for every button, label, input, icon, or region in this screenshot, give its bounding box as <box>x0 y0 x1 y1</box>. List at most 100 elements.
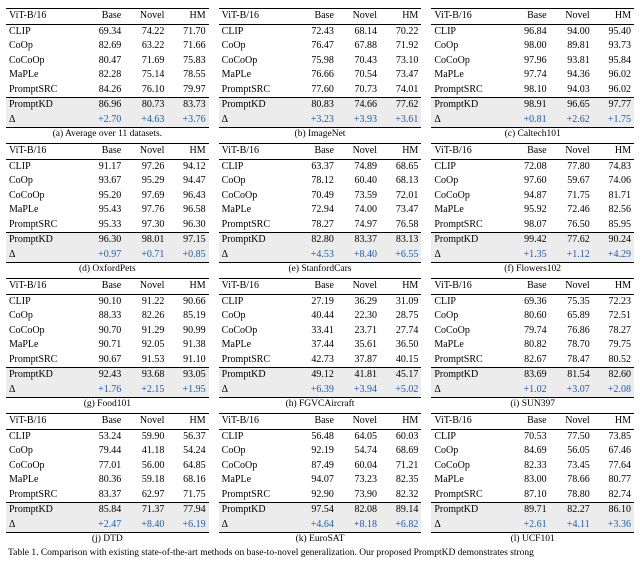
value-cell: 78.12 <box>296 174 337 189</box>
method-label: CoOp <box>6 309 83 324</box>
value-cell: 96.02 <box>593 68 634 83</box>
method-label: MaPLe <box>6 473 83 488</box>
method-label: MaPLe <box>431 338 508 353</box>
value-cell: +6.39 <box>296 383 337 398</box>
value-cell: 97.15 <box>167 233 208 248</box>
method-label: PromptKD <box>219 98 296 113</box>
value-cell: 78.27 <box>296 218 337 233</box>
method-label: PromptSRC <box>6 218 83 233</box>
method-label: CLIP <box>6 294 83 309</box>
col-header: HM <box>380 9 421 25</box>
value-cell: 79.75 <box>593 338 634 353</box>
value-cell: 81.54 <box>550 368 593 383</box>
value-cell: 91.10 <box>167 353 208 368</box>
method-label: MaPLe <box>219 203 296 218</box>
value-cell: 77.80 <box>550 159 593 174</box>
method-label: CoCoOp <box>219 324 296 339</box>
value-cell: 90.70 <box>83 324 124 339</box>
value-cell: 94.12 <box>167 159 208 174</box>
value-cell: 93.81 <box>550 54 593 69</box>
method-label: PromptKD <box>431 503 508 518</box>
value-cell: 83.69 <box>508 368 549 383</box>
value-cell: 82.33 <box>508 459 549 474</box>
value-cell: 54.24 <box>167 444 208 459</box>
value-cell: 83.00 <box>508 473 549 488</box>
col-header: HM <box>593 414 634 430</box>
value-cell: 80.82 <box>508 338 549 353</box>
col-header: HM <box>380 144 421 160</box>
value-cell: 78.66 <box>550 473 593 488</box>
results-table: ViT-B/16BaseNovelHMCLIP27.1936.2931.09Co… <box>219 278 422 398</box>
value-cell: 87.10 <box>508 488 549 503</box>
value-cell: +8.40 <box>124 518 167 533</box>
results-table: ViT-B/16BaseNovelHMCLIP72.0877.8074.83Co… <box>431 143 634 263</box>
value-cell: 72.46 <box>550 203 593 218</box>
col-header: Base <box>296 9 337 25</box>
method-label: CLIP <box>219 159 296 174</box>
value-cell: +2.08 <box>593 383 634 398</box>
value-cell: +1.95 <box>167 383 208 398</box>
value-cell: 74.89 <box>337 159 380 174</box>
value-cell: 74.22 <box>124 24 167 39</box>
value-cell: 80.52 <box>593 353 634 368</box>
method-label: Δ <box>6 113 83 128</box>
method-label: CoOp <box>219 309 296 324</box>
value-cell: 82.69 <box>83 39 124 54</box>
value-cell: 27.19 <box>296 294 337 309</box>
method-label: CoOp <box>219 39 296 54</box>
value-cell: 37.87 <box>337 353 380 368</box>
value-cell: 87.49 <box>296 459 337 474</box>
value-cell: 90.10 <box>83 294 124 309</box>
value-cell: 89.14 <box>380 503 421 518</box>
value-cell: +4.11 <box>550 518 593 533</box>
value-cell: +1.12 <box>550 248 593 263</box>
panel-8: ViT-B/16BaseNovelHMCLIP69.3675.3572.23Co… <box>431 278 634 409</box>
value-cell: 97.54 <box>296 503 337 518</box>
method-label: PromptKD <box>6 368 83 383</box>
value-cell: 72.94 <box>296 203 337 218</box>
value-cell: 42.73 <box>296 353 337 368</box>
value-cell: 82.32 <box>380 488 421 503</box>
value-cell: 79.74 <box>508 324 549 339</box>
value-cell: 92.05 <box>124 338 167 353</box>
method-label: CoCoOp <box>6 54 83 69</box>
value-cell: 80.60 <box>508 309 549 324</box>
value-cell: 93.68 <box>124 368 167 383</box>
value-cell: 54.74 <box>337 444 380 459</box>
value-cell: 59.90 <box>124 429 167 444</box>
method-label: MaPLe <box>219 473 296 488</box>
value-cell: 75.98 <box>296 54 337 69</box>
value-cell: 82.60 <box>593 368 634 383</box>
value-cell: 65.89 <box>550 309 593 324</box>
value-cell: 79.44 <box>83 444 124 459</box>
value-cell: 92.43 <box>83 368 124 383</box>
value-cell: 63.22 <box>124 39 167 54</box>
value-cell: +6.55 <box>380 248 421 263</box>
value-cell: 83.13 <box>380 233 421 248</box>
value-cell: 96.58 <box>167 203 208 218</box>
value-cell: 74.06 <box>593 174 634 189</box>
value-cell: 92.19 <box>296 444 337 459</box>
method-label: Δ <box>431 113 508 128</box>
value-cell: +1.75 <box>593 113 634 128</box>
value-cell: 67.46 <box>593 444 634 459</box>
value-cell: 73.10 <box>380 54 421 69</box>
method-label: CoOp <box>219 444 296 459</box>
value-cell: 70.49 <box>296 189 337 204</box>
results-table: ViT-B/16BaseNovelHMCLIP90.1091.2290.66Co… <box>6 278 209 398</box>
value-cell: 62.97 <box>124 488 167 503</box>
value-cell: 41.18 <box>124 444 167 459</box>
value-cell: 98.91 <box>508 98 549 113</box>
panel-5: ViT-B/16BaseNovelHMCLIP72.0877.8074.83Co… <box>431 143 634 274</box>
panel-2: ViT-B/16BaseNovelHMCLIP96.8494.0095.40Co… <box>431 8 634 139</box>
value-cell: +8.40 <box>337 248 380 263</box>
method-label: CoCoOp <box>431 54 508 69</box>
panel-11: ViT-B/16BaseNovelHMCLIP70.5377.5073.85Co… <box>431 413 634 544</box>
col-header: ViT-B/16 <box>6 144 83 160</box>
col-header: Novel <box>337 9 380 25</box>
value-cell: 81.71 <box>593 189 634 204</box>
value-cell: 35.61 <box>337 338 380 353</box>
value-cell: 80.83 <box>296 98 337 113</box>
value-cell: 74.97 <box>337 218 380 233</box>
value-cell: 70.54 <box>337 68 380 83</box>
